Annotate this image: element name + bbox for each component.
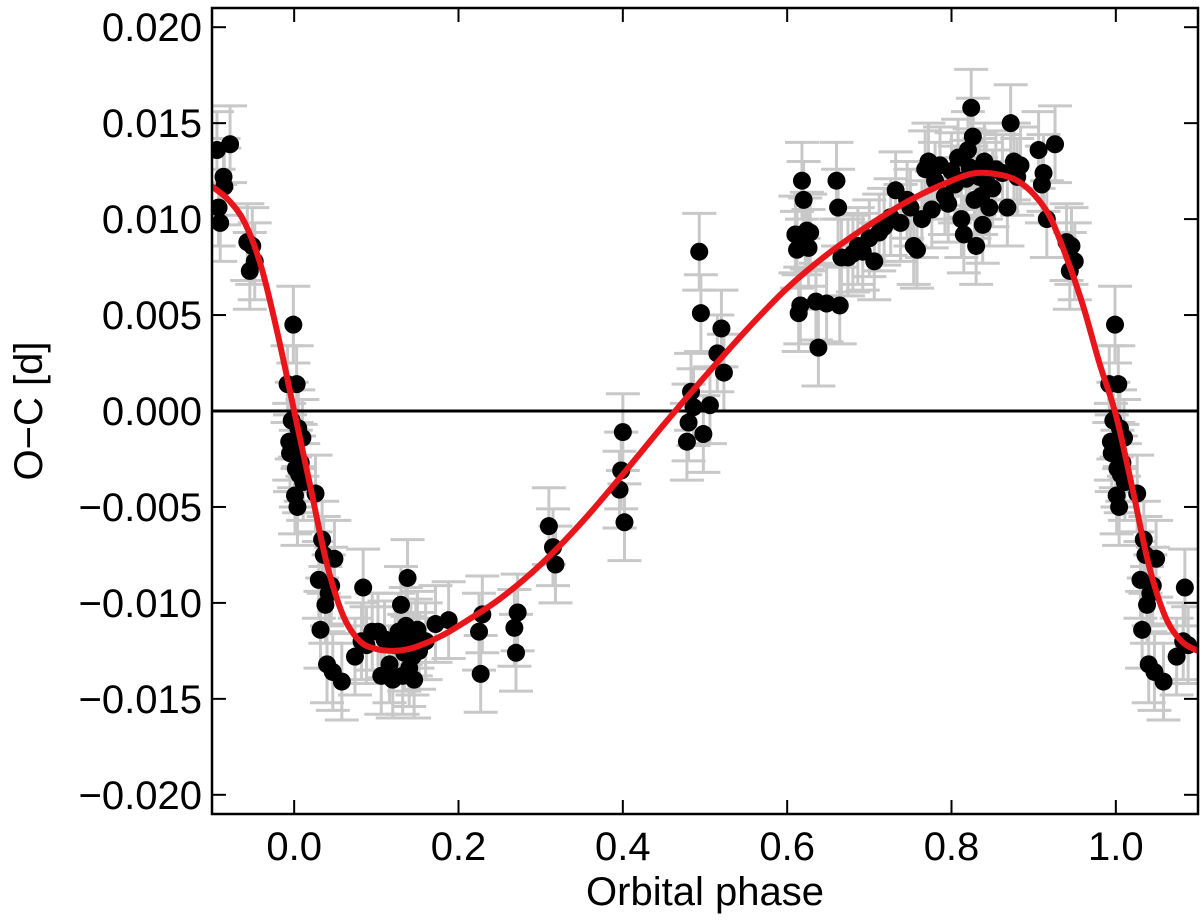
x-tick-label: 0.4: [595, 825, 651, 869]
data-point: [691, 304, 710, 323]
data-point: [1011, 156, 1030, 175]
x-tick-label: 0.6: [759, 825, 815, 869]
data-point: [332, 672, 351, 691]
data-point: [405, 670, 424, 689]
data-point: [345, 647, 364, 666]
data-point: [830, 296, 849, 315]
data-point: [954, 225, 973, 244]
y-tick-label: −0.020: [79, 774, 202, 818]
data-point: [354, 578, 373, 597]
data-point: [508, 603, 527, 622]
data-point: [690, 242, 709, 261]
data-point: [212, 198, 228, 217]
data-point: [1106, 315, 1125, 334]
data-point: [679, 413, 698, 432]
x-tick-label: 1.0: [1088, 825, 1144, 869]
data-point: [613, 423, 632, 442]
y-tick-label: 0.020: [102, 6, 202, 50]
data-point: [827, 171, 846, 190]
y-tick-label: 0.005: [102, 294, 202, 338]
data-point: [952, 210, 971, 229]
data-point: [865, 252, 884, 271]
data-point: [712, 319, 731, 338]
data-point: [980, 198, 999, 217]
data-point: [1147, 549, 1166, 568]
data-point: [799, 238, 818, 257]
data-point: [439, 611, 458, 630]
data-point: [507, 643, 526, 662]
data-point: [794, 190, 813, 209]
data-point: [311, 620, 330, 639]
data-point: [700, 396, 719, 415]
data-point: [391, 595, 410, 614]
data-point: [284, 315, 303, 334]
data-point: [907, 240, 926, 259]
x-tick-label: 0.2: [431, 825, 487, 869]
y-tick-label: −0.010: [79, 582, 202, 626]
data-point: [962, 98, 981, 117]
data-point: [212, 213, 230, 232]
x-tick-label: 0.8: [924, 825, 980, 869]
data-point: [973, 215, 992, 234]
data-point: [998, 198, 1017, 217]
data-point: [288, 497, 307, 516]
x-axis-label: Orbital phase: [586, 870, 824, 914]
data-point: [1046, 135, 1065, 154]
data-point: [1110, 497, 1129, 516]
data-point: [539, 517, 558, 536]
data-point: [677, 432, 696, 451]
data-point: [546, 555, 565, 574]
data-point: [221, 135, 240, 154]
data-point: [694, 425, 713, 444]
data-point: [471, 664, 490, 683]
tick-layer: [212, 8, 1198, 814]
y-tick-label: 0.015: [102, 102, 202, 146]
data-point: [615, 513, 634, 532]
data-point: [1034, 164, 1053, 183]
model-curve: [212, 169, 1198, 654]
tick-label-layer: 0.0 0.2 0.4 0.6 0.8 1.0 −0.020 −0.015 −0.010 −0.0…: [79, 6, 1144, 869]
data-point: [380, 655, 399, 674]
data-point: [1167, 647, 1186, 666]
data-point: [1001, 114, 1020, 133]
data-point: [1154, 672, 1173, 691]
data-point: [963, 127, 982, 146]
data-point: [684, 398, 703, 417]
data-point: [942, 162, 961, 181]
data-point: [967, 236, 986, 255]
data-point: [1175, 578, 1194, 597]
data-point: [398, 568, 417, 587]
y-tick-label: 0.000: [102, 390, 202, 434]
y-tick-label: −0.005: [79, 486, 202, 530]
data-point: [1133, 620, 1152, 639]
data-point: [922, 200, 941, 219]
data-point: [891, 213, 910, 232]
data-point: [325, 549, 344, 568]
data-point: [1109, 375, 1128, 394]
y-tick-label: −0.015: [79, 678, 202, 722]
data-point: [829, 198, 848, 217]
data-point: [792, 171, 811, 190]
data-point: [470, 622, 489, 641]
data-point: [505, 618, 524, 637]
data-point: [801, 223, 820, 242]
data-point: [1029, 141, 1048, 160]
data-point: [817, 294, 836, 313]
data-point: [791, 296, 810, 315]
model-curve-layer: [212, 169, 1198, 654]
x-tick-label: 0.0: [266, 825, 322, 869]
data-point: [983, 179, 1002, 198]
data-point: [939, 194, 958, 213]
data-point: [714, 363, 733, 382]
y-tick-label: 0.010: [102, 198, 202, 242]
data-point: [809, 338, 828, 357]
y-axis-label: O−C [d]: [7, 342, 51, 481]
